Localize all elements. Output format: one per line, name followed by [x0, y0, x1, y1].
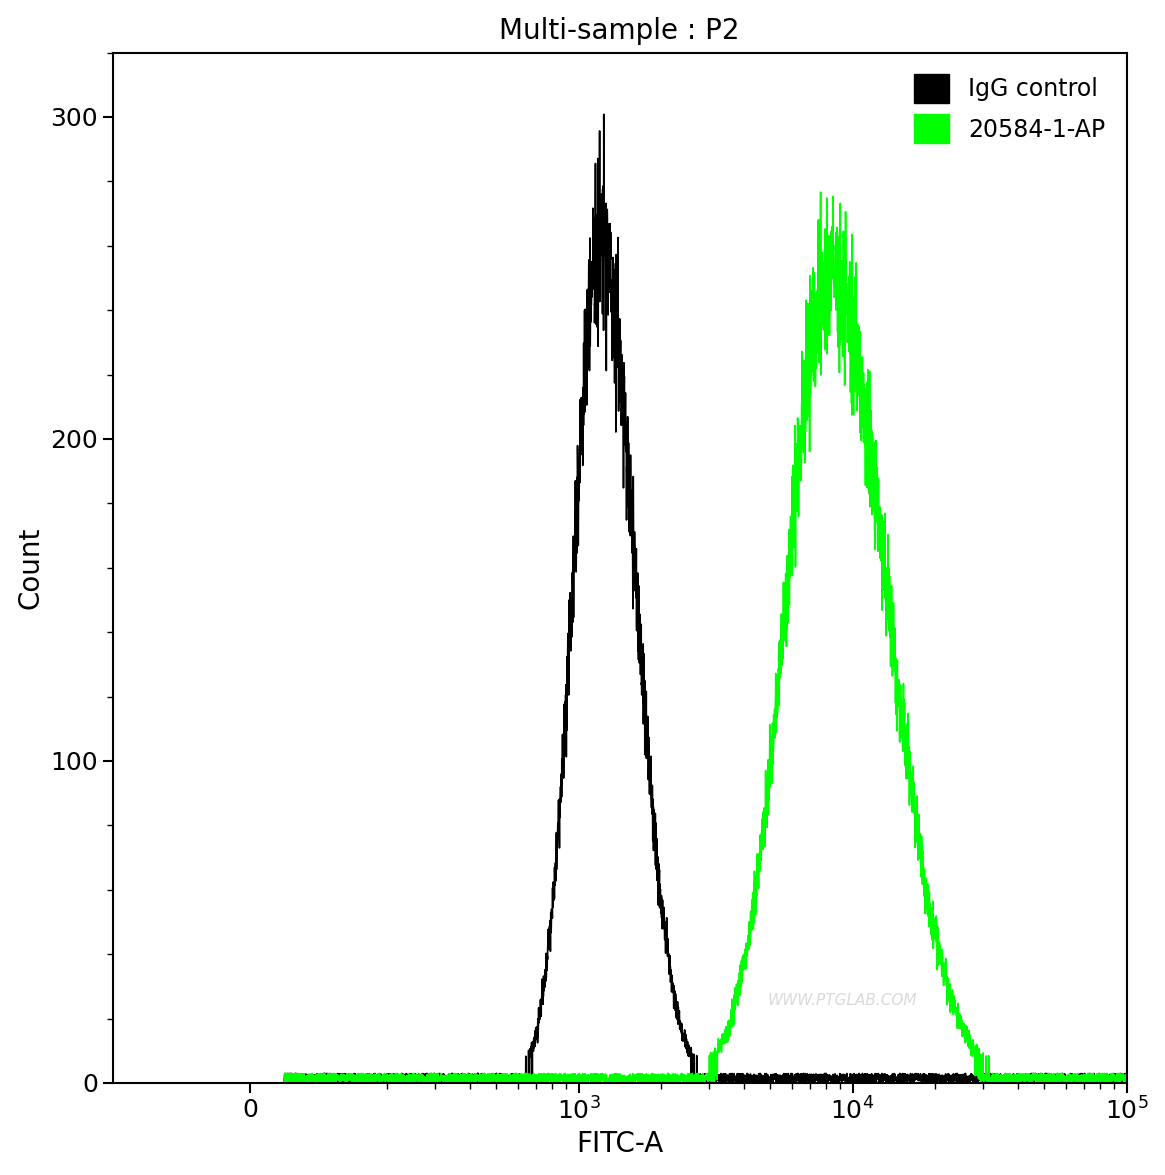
Text: WWW.PTGLAB.COM: WWW.PTGLAB.COM [768, 993, 917, 1008]
20584-1-AP [277, 1068, 291, 1082]
IgG control [588, 177, 602, 192]
20584-1-AP [831, 340, 845, 354]
IgG control [922, 1076, 935, 1090]
Line: IgG control: IgG control [284, 114, 1155, 1083]
Line: 20584-1-AP: 20584-1-AP [284, 193, 1155, 1083]
IgG control [596, 107, 610, 121]
20584-1-AP [991, 1076, 1005, 1090]
IgG control [918, 1068, 932, 1082]
20584-1-AP [785, 496, 799, 510]
IgG control [1148, 1072, 1162, 1086]
Y-axis label: Count: Count [16, 526, 44, 609]
Title: Multi-sample : P2: Multi-sample : P2 [500, 16, 740, 45]
IgG control [277, 1074, 291, 1088]
IgG control [987, 1075, 1001, 1089]
X-axis label: FITC-A: FITC-A [576, 1130, 663, 1159]
20584-1-AP [407, 1074, 421, 1088]
20584-1-AP [588, 1068, 602, 1082]
IgG control [831, 1073, 845, 1087]
IgG control [407, 1073, 421, 1087]
20584-1-AP [987, 1069, 1001, 1083]
20584-1-AP [813, 186, 827, 200]
Legend: IgG control, 20584-1-AP: IgG control, 20584-1-AP [904, 65, 1115, 153]
20584-1-AP [1148, 1075, 1162, 1089]
20584-1-AP [918, 880, 932, 894]
IgG control [785, 1068, 799, 1082]
